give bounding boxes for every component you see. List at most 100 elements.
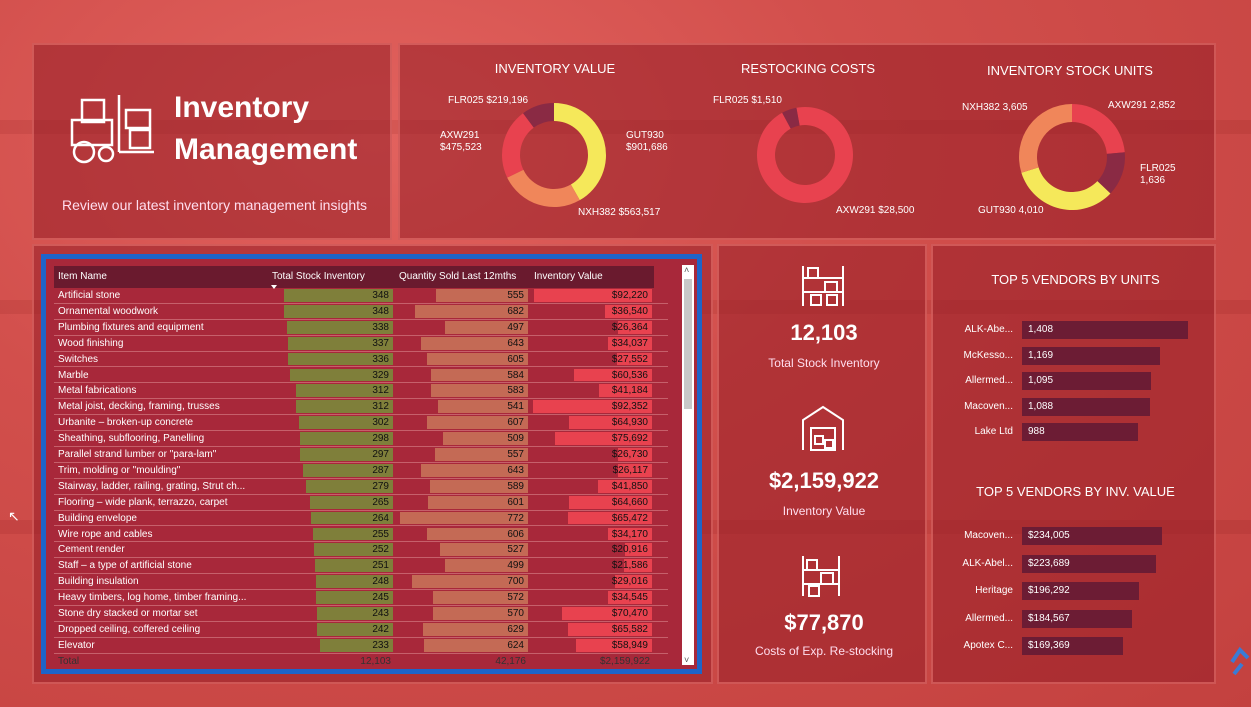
vendor-bar[interactable]: [1022, 637, 1124, 655]
stock-cell: 297: [268, 447, 393, 462]
value-bar: [599, 384, 652, 398]
table-row[interactable]: Stone dry stacked or mortar set 243 570 $70…: [54, 606, 668, 622]
table-row[interactable]: Ornamental woodwork 348 682 $36,540: [54, 304, 668, 320]
table-row[interactable]: Plumbing fixtures and equipment 338 497 $26…: [54, 320, 668, 336]
value-cell: $27,552: [530, 352, 652, 367]
table-row[interactable]: Trim, molding or "moulding" 287 643 $26,117: [54, 463, 668, 479]
scroll-down-icon[interactable]: ˅: [684, 655, 690, 665]
scroll-up-icon[interactable]: ˄: [684, 265, 690, 275]
donut-label: FLR025 $1,510: [713, 95, 782, 106]
donut-slice-gut930[interactable]: [1021, 167, 1111, 210]
table-row[interactable]: Cement render 252 527 $20,916: [54, 542, 668, 559]
item-name: Marble: [58, 369, 89, 381]
item-name: Artificial stone: [58, 290, 121, 301]
sold-cell: 772: [395, 511, 528, 526]
vendor-bar[interactable]: [1022, 582, 1140, 600]
sold-bar: [445, 320, 528, 334]
table-row[interactable]: Stairway, ladder, railing, grating, Stru…: [54, 479, 668, 495]
kpi-panel: 12,103 Total Stock Inventory $2,159,922 …: [717, 244, 927, 684]
value-bar: [625, 543, 652, 557]
sold-cell: 572: [395, 590, 528, 605]
donut-slice-nxh382[interactable]: [1019, 104, 1072, 173]
value-cell: $34,170: [530, 527, 652, 542]
table-row[interactable]: Metal joist, decking, framing, trusses 31…: [54, 399, 668, 416]
vendor-value: $196,292: [1028, 585, 1070, 596]
stock-cell: 348: [268, 288, 393, 303]
stock-cell: 242: [268, 622, 393, 637]
value-bar: [561, 607, 652, 620]
value-bar: [605, 304, 652, 318]
inventory-table[interactable]: Item Name Total Stock Inventory Quantity…: [41, 254, 702, 674]
vendor-bar[interactable]: [1022, 397, 1151, 416]
total-stock: 12,103: [360, 656, 391, 667]
vendor-bar[interactable]: [1022, 609, 1133, 628]
column-header-sold[interactable]: Quantity Sold Last 12mths: [395, 266, 530, 288]
table-row[interactable]: Dropped ceiling, coffered ceiling 242 629 $…: [54, 622, 668, 638]
donut-slice-flr025[interactable]: [1097, 152, 1125, 194]
stock-cell: 287: [268, 463, 393, 478]
vendor-bar[interactable]: [1022, 346, 1160, 365]
column-header-stock[interactable]: Total Stock Inventory: [268, 266, 395, 288]
table-row[interactable]: Switches 336 605 $27,552: [54, 352, 668, 368]
item-name: Stairway, ladder, railing, grating, Stru…: [58, 480, 246, 492]
value-bar: [608, 336, 652, 350]
stock-cell: 302: [268, 415, 393, 430]
sold-bar: [427, 352, 528, 366]
table-row[interactable]: Building insulation 248 700 $29,016: [54, 574, 668, 591]
table-row[interactable]: Marble 329 584 $60,536: [54, 368, 668, 384]
value-cell: $92,352: [530, 399, 652, 414]
shelving-icon: [802, 266, 844, 306]
table-row[interactable]: Artificial stone 348 555 $92,220: [54, 288, 668, 304]
vendor-bar[interactable]: [1022, 372, 1152, 390]
table-row[interactable]: Heavy timbers, log home, timber framing.…: [54, 590, 668, 606]
scrollbar-thumb[interactable]: [684, 279, 692, 409]
value-cell: $34,037: [530, 336, 652, 351]
table-row[interactable]: Staff – a type of artificial stone 251 499…: [54, 558, 668, 575]
sold-cell: 643: [395, 463, 528, 478]
donut-slice-flr025[interactable]: [523, 103, 554, 128]
column-header-item-name[interactable]: Item Name: [54, 266, 268, 288]
item-name: Wire rope and cables: [58, 528, 153, 540]
table-scrollbar[interactable]: ˄ ˅: [682, 265, 694, 665]
stock-bar: [287, 320, 393, 334]
sold-bar: [424, 638, 528, 652]
value-bar: [617, 448, 652, 461]
vendor-value: 988: [1028, 426, 1045, 437]
sold-bar: [432, 591, 528, 604]
donut-slice-nxh382[interactable]: [507, 169, 580, 207]
vendor-bar[interactable]: [1022, 527, 1162, 545]
sold-cell: 606: [395, 527, 528, 542]
vendor-value: $223,689: [1028, 557, 1070, 569]
column-header-value[interactable]: Inventory Value: [530, 266, 654, 288]
table-row[interactable]: Elevator 233 624 $58,949: [54, 638, 668, 654]
chart-title: INVENTORY VALUE: [494, 61, 616, 76]
value-bar: [614, 575, 652, 589]
donut-slice-axw291[interactable]: [502, 113, 534, 178]
table-row[interactable]: Urbanite – broken-up concrete 302 607 $64,9…: [54, 415, 668, 432]
table-row[interactable]: Flooring – wide plank, terrazzo, carpet 2…: [54, 495, 668, 511]
item-name: Wood finishing: [58, 337, 124, 349]
table-row[interactable]: Building envelope 264 772 $65,472: [54, 511, 668, 527]
item-name: Staff – a type of artificial stone: [58, 560, 192, 572]
stock-bar: [299, 432, 393, 445]
restocking-icon: [802, 556, 840, 597]
donut-charts: [502, 103, 1125, 210]
table-row[interactable]: Parallel strand lumber or "para-lam" 297 5…: [54, 447, 668, 463]
donut-slice-gut930[interactable]: [554, 103, 606, 201]
donut-slice-axw291[interactable]: [1072, 104, 1125, 154]
donut-slice-axw291[interactable]: [757, 107, 853, 203]
sold-cell: 682: [395, 304, 528, 319]
table-row[interactable]: Metal fabrications 312 583 $41,184: [54, 383, 668, 400]
table-row[interactable]: Wire rope and cables 255 606 $34,170: [54, 527, 668, 543]
stock-bar: [303, 463, 393, 477]
stock-bar: [317, 622, 393, 636]
table-row[interactable]: Wood finishing 337 643 $34,037: [54, 336, 668, 352]
table-row[interactable]: Sheathing, subflooring, Panelling 298 509 $…: [54, 431, 668, 447]
vendor-bar[interactable]: [1022, 423, 1139, 441]
vendor-bar[interactable]: [1022, 321, 1188, 339]
stock-cell: 233: [268, 638, 393, 653]
value-bar: [568, 495, 652, 509]
donut-slice-flr025[interactable]: [782, 107, 800, 129]
stock-bar: [313, 527, 393, 541]
vendor-bar[interactable]: [1022, 554, 1156, 573]
